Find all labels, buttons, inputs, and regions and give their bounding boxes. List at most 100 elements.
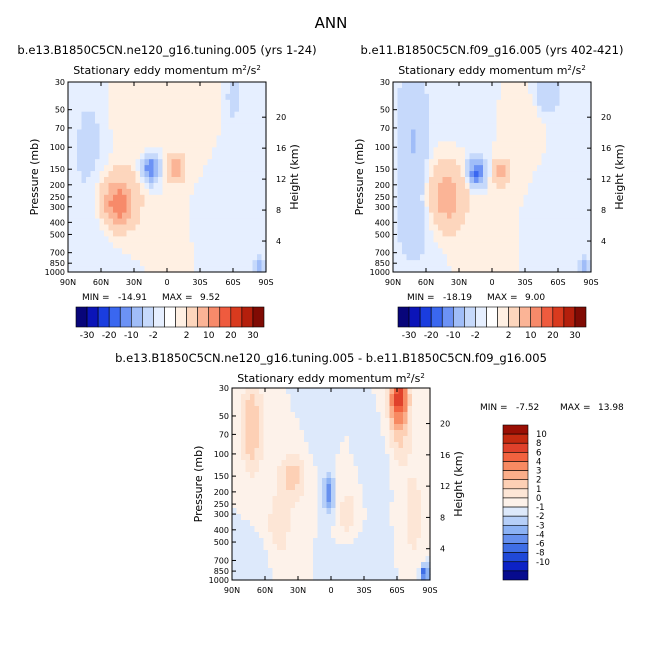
heatmap-cell	[250, 400, 256, 407]
max-value: 9.52	[200, 293, 220, 303]
heatmap-cell	[402, 260, 408, 267]
units-sup2: 2	[256, 64, 260, 72]
heatmap-cell	[492, 123, 498, 131]
heatmap-cell	[393, 248, 399, 255]
heatmap-cell	[438, 87, 444, 95]
heatmap-cell	[245, 556, 251, 563]
heatmap-cell	[420, 159, 426, 166]
heatmap-cell	[541, 153, 547, 160]
heatmap-cell	[295, 406, 301, 413]
heatmap-cell	[586, 82, 592, 89]
heatmap-cell	[469, 188, 475, 196]
heatmap-cell	[248, 230, 254, 237]
heatmap-cell	[104, 194, 110, 202]
heatmap-cell	[411, 171, 417, 178]
heatmap-cell	[550, 182, 556, 190]
heatmap-cell	[483, 159, 489, 166]
heatmap-cell	[474, 188, 480, 196]
heatmap-cell	[243, 194, 249, 202]
heatmap-cell	[263, 526, 269, 533]
heatmap-cell	[447, 242, 453, 249]
heatmap-cell	[239, 153, 245, 160]
heatmap-cell	[335, 478, 341, 485]
heatmap-cell	[331, 484, 337, 491]
heatmap-cell	[425, 436, 431, 443]
heatmap-cell	[420, 194, 426, 202]
heatmap-cell	[474, 236, 480, 243]
heatmap-cell	[194, 218, 200, 226]
heatmap-cell	[523, 111, 529, 119]
heatmap-cell	[257, 153, 263, 160]
heatmap-cell	[550, 224, 556, 232]
heatmap-cell	[286, 568, 292, 575]
heatmap-cell	[250, 424, 256, 431]
heatmap-cell	[406, 212, 412, 220]
heatmap-cell	[263, 430, 269, 437]
heatmap-cell	[546, 105, 552, 113]
heatmap-cell	[194, 159, 200, 166]
heatmap-cell	[322, 484, 328, 491]
heatmap-cell	[532, 236, 538, 243]
heatmap-cell	[104, 105, 110, 113]
heatmap-cell	[185, 93, 191, 101]
heatmap-cell	[259, 532, 265, 539]
heatmap-cell	[232, 436, 238, 443]
heatmap-cell	[469, 111, 475, 119]
heatmap-cell	[225, 129, 231, 137]
heatmap-cell	[514, 260, 520, 267]
heatmap-cell	[447, 135, 453, 142]
heatmap-cell	[433, 165, 439, 172]
heatmap-cell	[362, 400, 368, 407]
heatmap-cell	[532, 141, 538, 148]
heatmap-cell	[245, 448, 251, 455]
heatmap-cell	[393, 212, 399, 220]
heatmap-cell	[68, 254, 74, 261]
heatmap-cell	[496, 159, 502, 166]
heatmap-cell	[456, 99, 462, 107]
heatmap-cell	[564, 123, 570, 131]
heatmap-cell	[403, 466, 409, 473]
heatmap-cell	[415, 87, 421, 95]
heatmap-cell	[68, 188, 74, 196]
heatmap-cell	[286, 520, 292, 527]
heatmap-cell	[153, 248, 159, 255]
heatmap-cell	[353, 466, 359, 473]
heatmap-cell	[447, 99, 453, 107]
heatmap-cell	[221, 159, 227, 166]
heatmap-cell	[207, 236, 213, 243]
heatmap-cell	[268, 496, 274, 503]
heatmap-cell	[568, 200, 574, 208]
heatmap-cell	[537, 188, 543, 196]
heatmap-cell	[403, 454, 409, 461]
heatmap-cell	[221, 212, 227, 220]
heatmap-cell	[564, 93, 570, 101]
heatmap-cell	[140, 212, 146, 220]
heatmap-cell	[72, 248, 78, 255]
heatmap-cell	[582, 206, 588, 214]
heatmap-cell	[376, 568, 382, 575]
heatmap-cell	[131, 212, 137, 220]
heatmap-cell	[456, 93, 462, 101]
heatmap-cell	[104, 129, 110, 137]
heatmap-cell	[402, 177, 408, 184]
heatmap-cell	[546, 135, 552, 142]
heatmap-cell	[555, 141, 561, 148]
heatmap-cell	[236, 556, 242, 563]
heatmap-cell	[232, 466, 238, 473]
heatmap-cell	[99, 87, 105, 95]
heatmap-cell	[398, 460, 404, 467]
heatmap-cell	[259, 502, 265, 509]
heatmap-cell	[331, 442, 337, 449]
heatmap-cell	[402, 236, 408, 243]
heatmap-cell	[478, 177, 484, 184]
heatmap-cell	[167, 242, 173, 249]
heatmap-cell	[335, 472, 341, 479]
colorbar-label: -3	[536, 521, 544, 531]
heatmap-cell	[207, 200, 213, 208]
heatmap-cell	[496, 99, 502, 107]
heatmap-cell	[451, 93, 457, 101]
heatmap-cell	[72, 206, 78, 214]
heatmap-cell	[465, 212, 471, 220]
heatmap-cell	[376, 574, 382, 581]
colorbar-box	[419, 306, 432, 328]
